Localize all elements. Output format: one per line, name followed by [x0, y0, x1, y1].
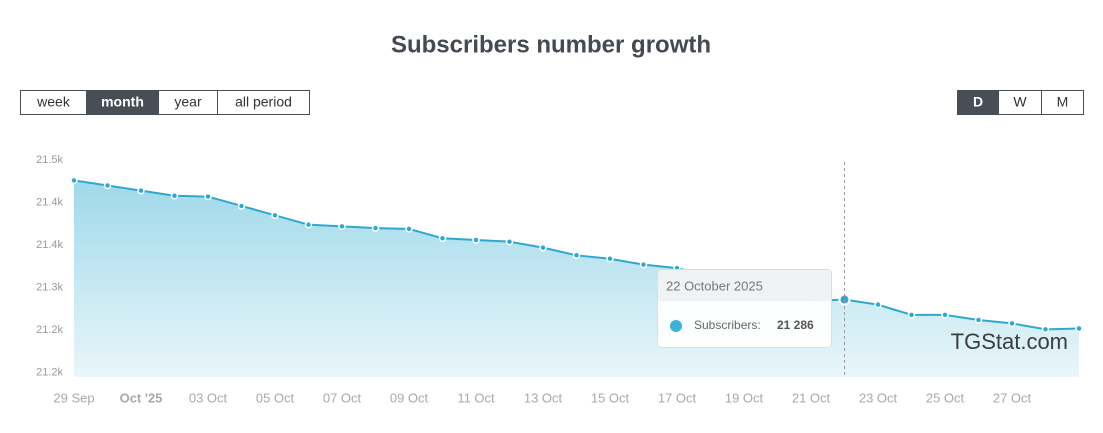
- point: [874, 300, 882, 309]
- x-tick-label: 09 Oct: [390, 390, 429, 405]
- period-button[interactable]: [20, 90, 87, 115]
- chart-title: Subscribers number growth: [391, 31, 711, 58]
- point: [539, 243, 547, 252]
- x-tick-label: 29 Sep: [53, 390, 94, 405]
- y-tick-label: 21.5k: [36, 154, 63, 166]
- point: [907, 311, 916, 319]
- point: [472, 236, 480, 244]
- x-tick-label: 15 Oct: [591, 390, 630, 405]
- period-button[interactable]: [1041, 90, 1084, 115]
- point: [237, 202, 246, 210]
- period-button[interactable]: [957, 90, 999, 115]
- point: [405, 225, 413, 233]
- x-tick-label: Oct '25: [120, 390, 163, 405]
- period-button[interactable]: [217, 90, 310, 115]
- tooltip-dot: [670, 320, 682, 332]
- point: [1075, 324, 1083, 333]
- tooltip-date: 22 October 2025: [666, 278, 763, 293]
- point: [70, 176, 78, 185]
- tooltip-header: [658, 269, 831, 301]
- x-tick-label: 03 Oct: [189, 390, 228, 405]
- x-tick-label: 19 Oct: [725, 390, 764, 405]
- point: [606, 254, 614, 263]
- x-tick-label: 23 Oct: [859, 390, 898, 405]
- period-button[interactable]: [86, 90, 159, 115]
- button-label[interactable]: W: [1013, 94, 1027, 110]
- x-tick-label: 13 Oct: [524, 390, 563, 405]
- period-button[interactable]: [158, 90, 218, 115]
- button-label[interactable]: all period: [235, 94, 292, 110]
- point: [639, 260, 648, 269]
- point: [371, 224, 380, 232]
- x-tick-label: 17 Oct: [658, 390, 697, 405]
- x-tick-label: 25 Oct: [926, 390, 965, 405]
- y-tick-label: 21.3k: [36, 282, 63, 294]
- point: [1041, 325, 1050, 334]
- button-label[interactable]: D: [973, 94, 983, 110]
- point: [338, 222, 346, 231]
- button-label[interactable]: year: [174, 94, 202, 110]
- button-label[interactable]: M: [1057, 94, 1069, 110]
- button-label[interactable]: week: [36, 94, 71, 110]
- point: [137, 186, 145, 195]
- tooltip-value: 21 286: [777, 318, 814, 332]
- y-tick-label: 21.2k: [36, 367, 63, 379]
- point: [1008, 319, 1016, 328]
- point: [941, 311, 949, 319]
- period-button[interactable]: [998, 90, 1042, 115]
- area: [74, 180, 1079, 377]
- tooltip: 22 October 2025 Subscribers: 21 286: [657, 269, 832, 348]
- point: [271, 211, 279, 220]
- tooltip-label: Subscribers:: [694, 318, 761, 332]
- x-tick-label: 07 Oct: [323, 390, 362, 405]
- controls: week month year all period D W M: [20, 90, 1084, 115]
- y-tick-label: 21.4k: [36, 239, 63, 251]
- plot: 21.2k 21.2k 21.3k 21.4k 21.4k 21.5k 29 Sep Oct …: [36, 154, 1083, 405]
- y-tick-label: 21.2k: [36, 324, 63, 336]
- point: [170, 191, 179, 200]
- point: [304, 220, 313, 229]
- point: [438, 234, 447, 243]
- x-tick-label: 05 Oct: [256, 390, 295, 405]
- point: [505, 237, 514, 246]
- point: [204, 192, 212, 201]
- x-tick-label: 11 Oct: [457, 390, 495, 405]
- point: [974, 316, 983, 324]
- x-tick-label: 21 Oct: [792, 390, 831, 405]
- point: [572, 251, 581, 260]
- watermark: TGStat.com: [951, 329, 1068, 354]
- point: [103, 181, 112, 190]
- x-tick-label: 27 Oct: [993, 390, 1032, 405]
- y-tick-label: 21.4k: [36, 196, 63, 208]
- button-label[interactable]: month: [101, 94, 144, 110]
